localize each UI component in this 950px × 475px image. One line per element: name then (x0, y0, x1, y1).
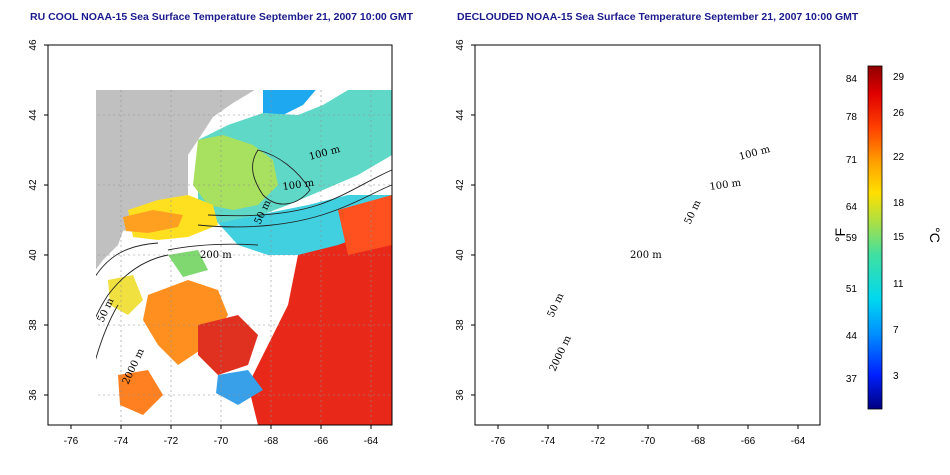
fahrenheit-tick-6: 44 (846, 331, 858, 342)
lat-tick-right-2: 42 (455, 179, 466, 191)
left-map-panel: 100 m 100 m 50 m 200 m 50 m 2000 m -76 -… (28, 39, 393, 447)
lat-tick-left-2: 42 (28, 179, 39, 191)
right-map-title: DECLOUDED NOAA-15 Sea Surface Temperatur… (457, 11, 859, 23)
left-map-title: RU COOL NOAA-15 Sea Surface Temperature … (30, 11, 414, 23)
celsius-tick-0: 29 (893, 72, 905, 83)
lat-tick-right-5: 36 (455, 389, 466, 401)
sst-cloud-blue (216, 370, 263, 405)
lat-tick-left-5: 36 (28, 389, 39, 401)
lon-tick-left-5: -66 (314, 436, 329, 447)
lon-tick-right-2: -72 (591, 436, 606, 447)
lon-tick-left-1: -74 (114, 436, 129, 447)
fahrenheit-tick-7: 37 (846, 374, 858, 385)
lon-tick-right-1: -74 (541, 436, 556, 447)
lon-tick-left-4: -68 (264, 436, 279, 447)
sst-warm-east (338, 195, 392, 255)
sst-coastal-orange (123, 210, 183, 233)
contour-label-100m-b: 100 m (282, 178, 315, 193)
fahrenheit-tick-1: 78 (846, 112, 858, 123)
celsius-tick-3: 18 (893, 198, 905, 209)
lat-tick-left-1: 44 (28, 109, 39, 121)
sst-cloud-red-1 (198, 315, 258, 375)
contour-label-100m-b: 100 m (709, 178, 742, 193)
sst-gulf-of-maine-green (193, 135, 278, 210)
celsius-tick-5: 11 (893, 279, 904, 290)
fahrenheit-unit-label: °F (832, 228, 848, 242)
lon-tick-left-6: -64 (364, 436, 379, 447)
celsius-tick-2: 22 (893, 152, 905, 163)
celsius-tick-6: 7 (893, 325, 899, 336)
lat-tick-left-3: 40 (28, 249, 39, 261)
lat-tick-right-1: 44 (455, 109, 466, 121)
lat-tick-left-0: 46 (28, 39, 39, 51)
lon-tick-left-0: -76 (64, 436, 79, 447)
celsius-tick-7: 3 (893, 371, 899, 382)
lon-tick-left-3: -70 (214, 436, 229, 447)
celsius-unit-label: °C (927, 227, 943, 243)
lat-tick-left-4: 38 (28, 319, 39, 331)
fahrenheit-tick-3: 64 (846, 202, 858, 213)
colorbar: 84 78 71 64 59 51 44 37 29 26 22 18 15 1… (832, 65, 943, 410)
lon-tick-right-6: -64 (791, 436, 806, 447)
fahrenheit-tick-4: 59 (846, 233, 858, 244)
lon-tick-right-5: -66 (741, 436, 756, 447)
lat-tick-right-0: 46 (455, 39, 466, 51)
lat-tick-right-3: 40 (455, 249, 466, 261)
lon-tick-right-4: -68 (691, 436, 706, 447)
celsius-tick-1: 26 (893, 108, 905, 119)
right-map-panel: 100 m 100 m 50 m 200 m 50 m 2000 m -76 -… (455, 39, 821, 447)
sst-cloud-green (168, 250, 208, 277)
sst-gulf-of-maine-cold (263, 90, 316, 115)
lat-tick-right-4: 38 (455, 319, 466, 331)
sst-cloud-orange-2 (118, 370, 163, 415)
contour-label-200m: 200 m (200, 250, 232, 261)
fahrenheit-tick-0: 84 (846, 74, 858, 85)
lon-tick-right-0: -76 (491, 436, 506, 447)
contour-label-200m: 200 m (630, 250, 662, 261)
bathymetry-contours (96, 149, 393, 360)
celsius-tick-4: 15 (893, 232, 905, 243)
lon-tick-right-3: -70 (641, 436, 656, 447)
fahrenheit-tick-2: 71 (846, 155, 858, 166)
fahrenheit-tick-5: 51 (846, 284, 858, 295)
lon-tick-left-2: -72 (164, 436, 179, 447)
